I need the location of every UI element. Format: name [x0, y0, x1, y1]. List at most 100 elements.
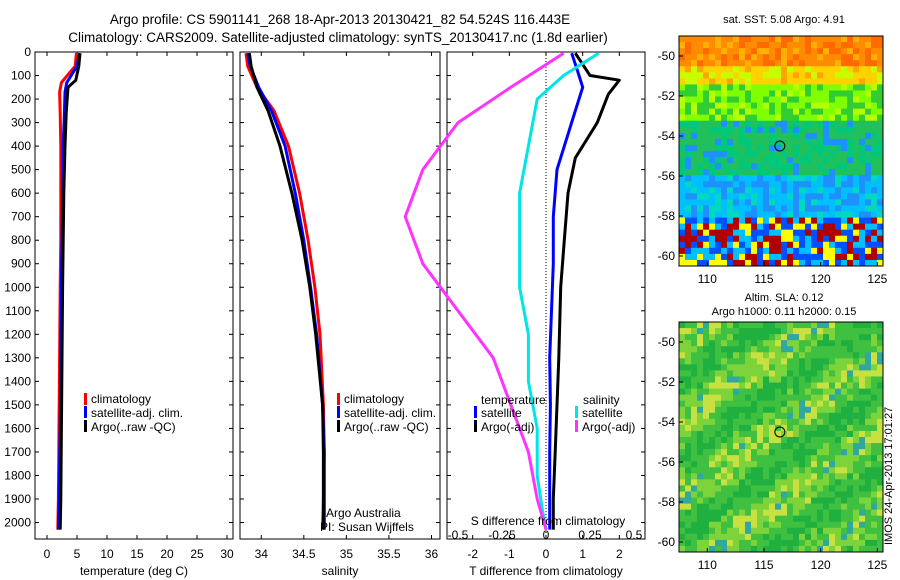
heatmap-cell [739, 144, 746, 152]
heatmap-cell [865, 84, 872, 91]
heatmap-cell [811, 455, 818, 462]
heatmap-cell [745, 42, 752, 49]
heatmap-cell [793, 461, 800, 468]
heatmap-cell [859, 539, 866, 547]
heatmap-cell [835, 473, 842, 480]
heatmap-cell [709, 114, 716, 122]
heatmap-cell [811, 382, 818, 389]
heatmap-cell [775, 455, 782, 462]
heatmap-cell [775, 48, 782, 55]
heatmap-cell [751, 247, 758, 255]
heatmap-cell [709, 479, 716, 486]
heatmap-cell [871, 229, 878, 237]
heatmap-cell [775, 90, 782, 97]
heatmap-cell [739, 126, 746, 134]
heatmap-cell [805, 424, 812, 432]
heatmap-cell [793, 406, 800, 414]
heatmap-cell [733, 406, 740, 414]
heatmap-cell [805, 497, 812, 504]
heatmap-cell [691, 364, 698, 371]
heatmap-cell [679, 90, 686, 97]
heatmap-cell [799, 253, 806, 261]
heatmap-cell [739, 90, 746, 97]
heatmap-cell [757, 157, 764, 164]
heatmap-cell [841, 138, 848, 146]
heatmap-cell [811, 352, 818, 359]
heatmap-cell [871, 151, 878, 158]
heatmap-cell [865, 90, 872, 97]
heatmap-cell [859, 449, 866, 456]
heatmap-cell [853, 229, 860, 237]
heatmap-cell [685, 443, 692, 450]
heatmap-cell [745, 406, 752, 414]
heatmap-cell [817, 102, 824, 110]
heatmap-cell [871, 412, 878, 420]
heatmap-cell [727, 54, 734, 61]
heatmap-cell [823, 175, 830, 182]
heatmap-cell [811, 364, 818, 371]
heatmap-cell [877, 467, 884, 474]
heatmap-cell [739, 521, 746, 529]
heatmap-cell [805, 108, 812, 116]
heatmap-cell [775, 217, 782, 225]
heatmap-cell [703, 102, 710, 110]
heatmap-cell [751, 48, 758, 55]
heatmap-cell [817, 539, 824, 547]
diff-legend-s-argo: Argo(-adj) [582, 420, 635, 434]
depth-tick-label: 2000 [4, 516, 31, 530]
heatmap-cell [739, 193, 746, 200]
heatmap-cell [811, 151, 818, 158]
heatmap-cell [679, 211, 686, 218]
heatmap-cell [865, 406, 872, 414]
heatmap-cell [841, 205, 848, 212]
heatmap-cell [871, 48, 878, 55]
heatmap-cell [847, 199, 854, 206]
heatmap-cell [757, 485, 764, 492]
heatmap-cell [799, 42, 806, 49]
heatmap-cell [811, 527, 818, 535]
heatmap-cell [763, 352, 770, 359]
heatmap-cell [769, 449, 776, 456]
heatmap-cell [841, 370, 848, 377]
heatmap-cell [811, 424, 818, 432]
heatmap-cell [817, 199, 824, 206]
heatmap-cell [787, 151, 794, 158]
heatmap-cell [787, 449, 794, 456]
heatmap-cell [685, 515, 692, 523]
heatmap-cell [823, 108, 830, 116]
heatmap-cell [877, 42, 884, 49]
heatmap-cell [787, 169, 794, 176]
heatmap-cell [877, 352, 884, 359]
heatmap-cell [811, 515, 818, 523]
heatmap-cell [841, 229, 848, 237]
heatmap-cell [757, 491, 764, 498]
heatmap-cell [721, 412, 728, 420]
sla-map-title: Altim. SLA: 0.12 [745, 292, 824, 304]
heatmap-cell [811, 187, 818, 194]
heatmap-cell [847, 455, 854, 462]
heatmap-cell [709, 235, 716, 243]
heatmap-cell [685, 138, 692, 146]
heatmap-cell [751, 491, 758, 498]
heatmap-cell [799, 84, 806, 91]
heatmap-cell [757, 322, 764, 329]
heatmap-cell [865, 364, 872, 371]
heatmap-cell [829, 533, 836, 541]
heatmap-cell [733, 521, 740, 529]
heatmap-cell [835, 181, 842, 188]
heatmap-cell [859, 527, 866, 535]
heatmap-cell [721, 144, 728, 152]
heatmap-cell [871, 364, 878, 371]
heatmap-cell [853, 509, 860, 517]
heatmap-cell [811, 497, 818, 504]
heatmap-cell [859, 455, 866, 462]
heatmap-cell [721, 217, 728, 225]
heatmap-cell [679, 36, 686, 43]
heatmap-cell [727, 181, 734, 188]
heatmap-cell [679, 120, 686, 128]
heatmap-cell [751, 497, 758, 504]
heatmap-cell [763, 193, 770, 200]
heatmap-cell [805, 120, 812, 128]
heatmap-cell [745, 144, 752, 152]
heatmap-cell [823, 114, 830, 122]
